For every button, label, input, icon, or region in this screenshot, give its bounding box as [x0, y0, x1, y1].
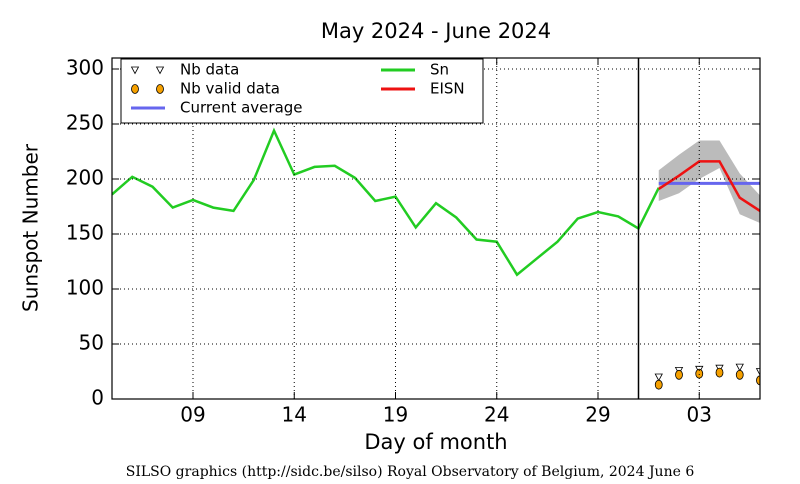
y-tick-label: 200 — [66, 166, 104, 190]
uncertainty-band — [658, 140, 760, 223]
nb-valid-marker — [735, 369, 744, 380]
chart-title: May 2024 - June 2024 — [321, 19, 551, 43]
y-tick-label: 50 — [79, 331, 104, 355]
plot-frame — [111, 57, 761, 400]
y-tick-label: 300 — [66, 56, 104, 80]
nb-valid-marker — [654, 379, 663, 390]
nb-valid-marker — [756, 375, 760, 386]
legend-swatch — [131, 84, 139, 94]
nb-valid-marker — [675, 369, 683, 380]
y-axis-label: Sunspot Number — [19, 143, 43, 312]
legend-box — [120, 58, 484, 124]
nb-valid-marker — [715, 367, 724, 378]
nb-data-marker — [735, 363, 744, 372]
series-line — [112, 127, 660, 277]
series-line — [658, 160, 760, 212]
nb-data-marker — [755, 368, 760, 376]
y-tick-label: 250 — [66, 111, 104, 135]
footer: SILSO graphics (http://sidc.be/silso) Ro… — [126, 464, 695, 480]
legend-label: Current average — [180, 99, 303, 117]
legend-label: EISN — [430, 80, 465, 98]
legend-label: Sn — [430, 61, 449, 79]
x-tick-label: 29 — [585, 403, 610, 427]
x-tick-label: 19 — [383, 403, 408, 427]
legend-swatch — [155, 66, 165, 75]
x-tick-label: 24 — [484, 403, 509, 427]
legend-swatch — [156, 84, 164, 94]
legend-label: Nb valid data — [180, 80, 280, 98]
y-tick-label: 150 — [66, 221, 104, 245]
y-tick-label: 100 — [66, 276, 104, 300]
x-tick-label: 09 — [180, 403, 205, 427]
y-tick-label: 0 — [91, 386, 104, 410]
x-tick-label: 03 — [687, 403, 712, 427]
legend-swatch — [130, 66, 140, 75]
x-axis-label: Day of month — [364, 430, 507, 454]
x-tick-label: 14 — [282, 403, 307, 427]
legend-label: Nb data — [180, 61, 239, 79]
plot — [112, 127, 760, 390]
nb-data-marker — [654, 373, 663, 382]
